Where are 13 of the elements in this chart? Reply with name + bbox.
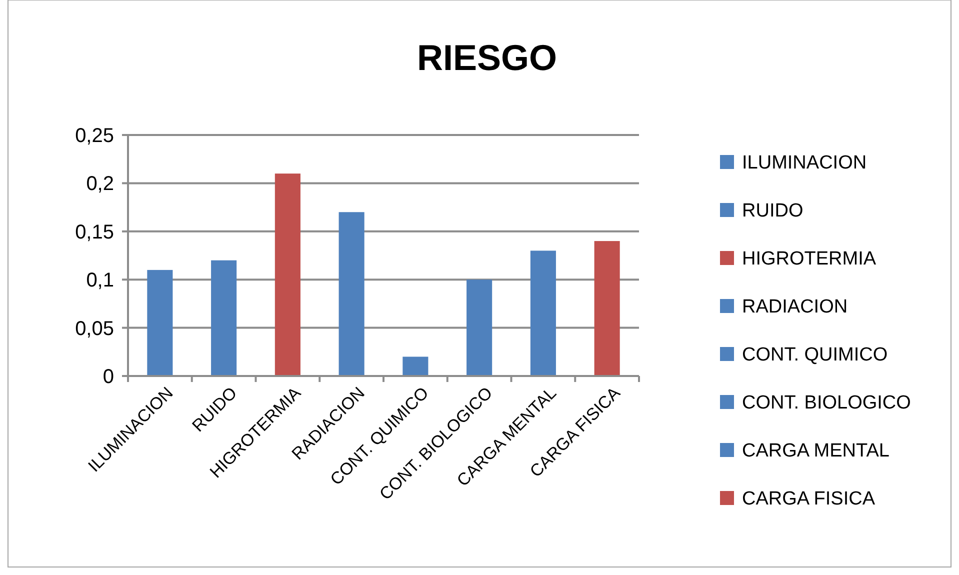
legend-label: CONT. QUIMICO <box>742 344 888 366</box>
y-tick-label: 0,25 <box>75 125 114 147</box>
y-tick-label: 0,2 <box>86 173 114 196</box>
legend-label: RUIDO <box>742 200 804 222</box>
chart-title: RIESGO <box>416 37 558 78</box>
legend-label: CARGA FISICA <box>742 488 876 510</box>
y-tick-label: 0,1 <box>86 270 114 292</box>
legend-label: ILUMINACION <box>742 152 867 174</box>
y-tick-label: 0 <box>102 366 114 388</box>
legend-label: HIGROTERMIA <box>742 248 876 270</box>
y-tick-label: 0,05 <box>75 318 114 340</box>
y-tick-label: 0,15 <box>75 221 114 244</box>
legend-label: RADIACION <box>742 296 848 318</box>
